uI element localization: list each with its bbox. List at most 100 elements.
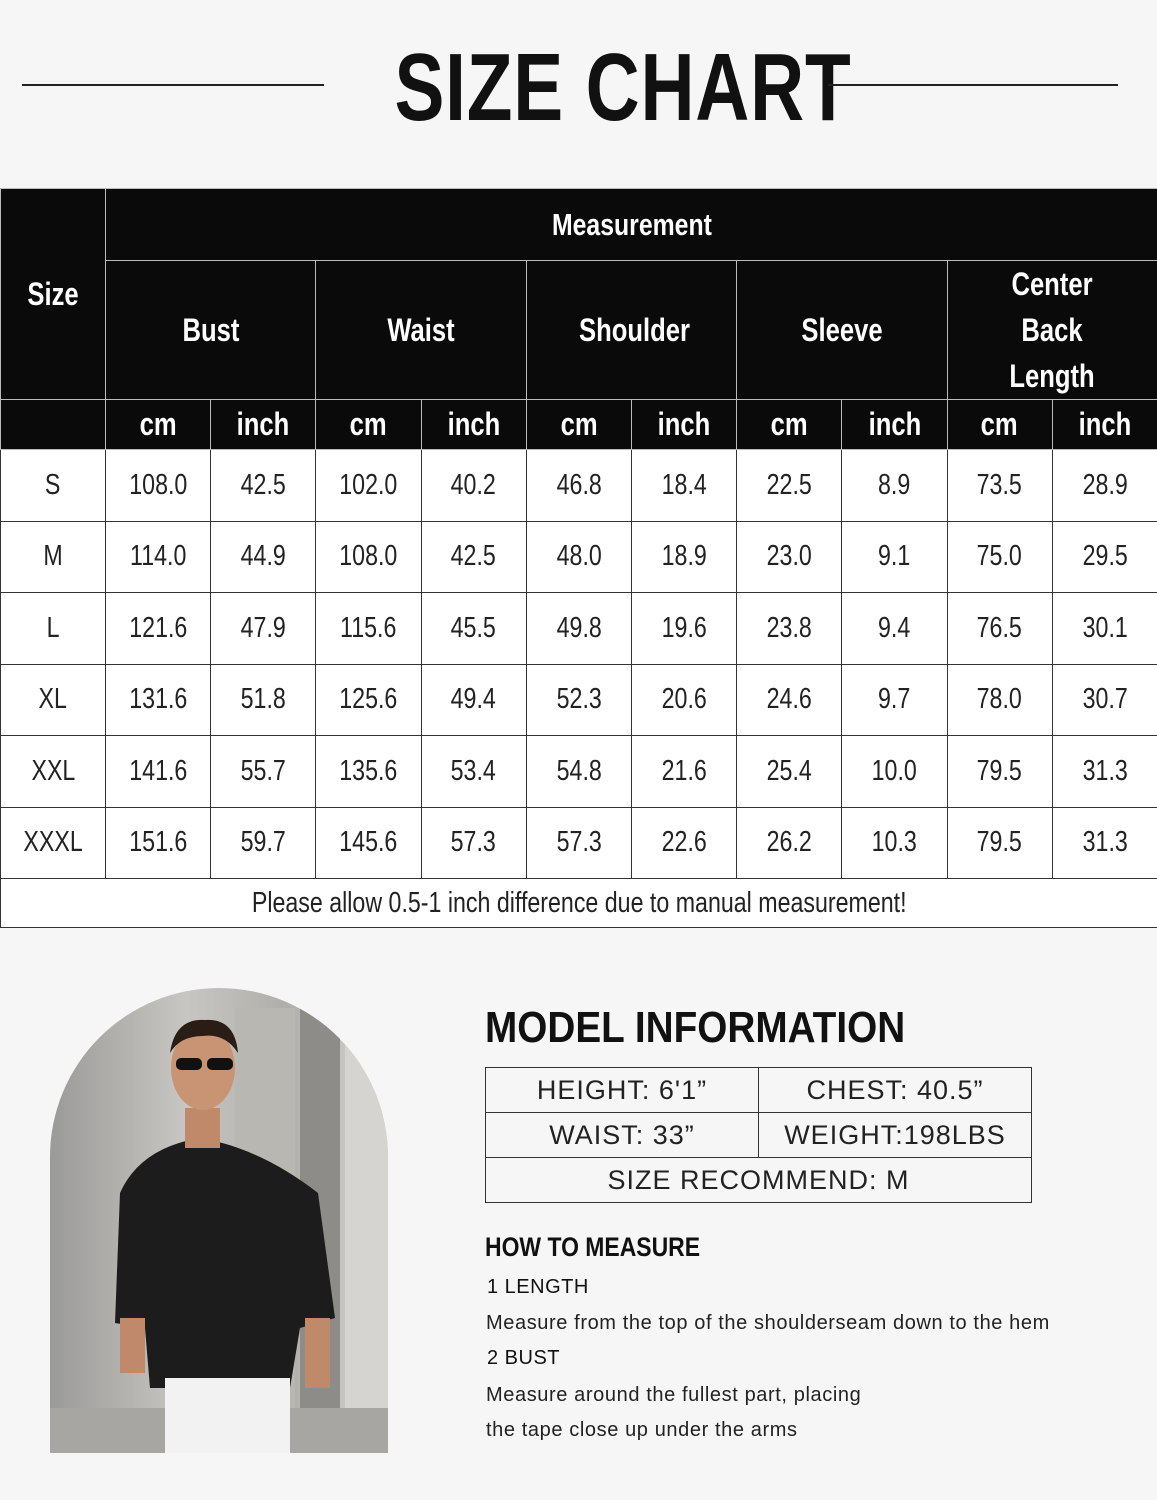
value-cell: 23.0 [736,520,843,593]
value-cell: 78.0 [946,663,1053,736]
value-cell: 23.8 [736,592,843,665]
value-cell: 8.9 [841,449,948,522]
value-cell: 75.0 [946,520,1053,593]
table-row: L 121.6 47.9 115.6 45.5 49.8 19.6 23.8 9.4 76.5 30… [0,592,1157,665]
value-cell: 25.4 [736,735,843,808]
value-cell: 42.5 [420,520,527,593]
table-row: XXL 141.6 55.7 135.6 53.4 54.8 21.6 25.4 10.0 79.… [0,735,1157,808]
header: SIZE CHART [0,40,1157,136]
unit-header: cm [736,399,843,450]
value-cell: 30.7 [1051,663,1157,736]
model-height: HEIGHT: 6'1” [485,1067,759,1113]
table-row: S 108.0 42.5 102.0 40.2 46.8 18.4 22.5 8.9 73.5 28… [0,449,1157,522]
value-cell: 20.6 [630,663,738,736]
value-cell: 73.5 [946,449,1053,522]
size-cell: XXL [0,735,106,808]
size-cell: L [0,592,106,665]
value-cell: 22.6 [630,806,738,879]
model-waist: WAIST: 33” [485,1112,759,1158]
group-header: Shoulder [525,260,738,400]
length-heading: 1 LENGTH [487,1276,589,1298]
size-cell: XL [0,663,106,736]
value-cell: 52.3 [525,663,632,736]
value-cell: 121.6 [104,592,212,665]
group-header: Bust [104,260,317,400]
divider [828,84,1118,86]
unit-header: cm [946,399,1053,450]
value-cell: 46.8 [525,449,632,522]
value-cell: 42.5 [210,449,317,522]
value-cell: 24.6 [736,663,843,736]
value-cell: 26.2 [736,806,843,879]
value-cell: 19.6 [630,592,738,665]
group-header: Center Back Length [946,260,1157,400]
size-header-filler [0,399,106,450]
measurement-header: Measurement [105,188,1157,261]
value-cell: 55.7 [210,735,317,808]
value-cell: 59.7 [210,806,317,879]
value-cell: 10.3 [841,806,948,879]
value-cell: 79.5 [946,806,1053,879]
value-cell: 145.6 [315,806,422,879]
value-cell: 18.9 [630,520,738,593]
value-cell: 57.3 [420,806,527,879]
value-cell: 79.5 [946,735,1053,808]
group-header: Waist [315,260,527,400]
table-row: M 114.0 44.9 108.0 42.5 48.0 18.9 23.0 9.1 75.0 29… [0,520,1157,593]
value-cell: 44.9 [210,520,317,593]
table-row: XXXL 151.6 59.7 145.6 57.3 57.3 22.6 26.2 10.3 79… [0,806,1157,879]
value-cell: 151.6 [104,806,212,879]
size-cell: S [0,449,106,522]
value-cell: 49.4 [420,663,527,736]
model-info-title: MODEL INFORMATION [485,1003,906,1052]
bust-description-line: the tape close up under the arms [486,1419,798,1441]
bust-heading: 2 BUST [487,1347,561,1369]
value-cell: 9.1 [841,520,948,593]
value-cell: 21.6 [630,735,738,808]
value-cell: 57.3 [525,806,632,879]
value-cell: 10.0 [841,735,948,808]
value-cell: 54.8 [525,735,632,808]
group-header: Sleeve [736,260,948,400]
measurement-note: Please allow 0.5-1 inch difference due t… [0,878,1157,928]
model-chest: CHEST: 40.5” [758,1067,1032,1113]
length-description: Measure from the top of the shoulderseam… [486,1312,1050,1334]
value-cell: 125.6 [315,663,422,736]
divider [22,84,324,86]
value-cell: 108.0 [104,449,212,522]
value-cell: 108.0 [315,520,422,593]
bust-description-line: Measure around the fullest part, placing [486,1384,862,1406]
table-row: XL 131.6 51.8 125.6 49.4 52.3 20.6 24.6 9.7 78.0 3… [0,663,1157,736]
unit-header: cm [315,399,422,450]
unit-header: cm [525,399,632,450]
value-cell: 48.0 [525,520,632,593]
model-weight: WEIGHT:198LBS [758,1112,1032,1158]
value-cell: 22.5 [736,449,843,522]
value-cell: 18.4 [630,449,738,522]
value-cell: 31.3 [1051,806,1157,879]
value-cell: 29.5 [1051,520,1157,593]
value-cell: 9.7 [841,663,948,736]
value-cell: 135.6 [315,735,422,808]
value-cell: 31.3 [1051,735,1157,808]
value-cell: 115.6 [315,592,422,665]
value-cell: 45.5 [420,592,527,665]
unit-header: inch [420,399,527,450]
unit-header: inch [841,399,948,450]
value-cell: 76.5 [946,592,1053,665]
model-size-recommend: SIZE RECOMMEND: M [485,1157,1032,1203]
model-photo [50,988,388,1453]
unit-header: cm [104,399,212,450]
value-cell: 131.6 [104,663,212,736]
value-cell: 102.0 [315,449,422,522]
how-to-measure-title: HOW TO MEASURE [485,1232,701,1262]
value-cell: 49.8 [525,592,632,665]
value-cell: 47.9 [210,592,317,665]
value-cell: 30.1 [1051,592,1157,665]
value-cell: 40.2 [420,449,527,522]
value-cell: 28.9 [1051,449,1157,522]
size-cell: M [0,520,106,593]
size-header: Size [0,188,106,400]
unit-header: inch [210,399,317,450]
value-cell: 53.4 [420,735,527,808]
